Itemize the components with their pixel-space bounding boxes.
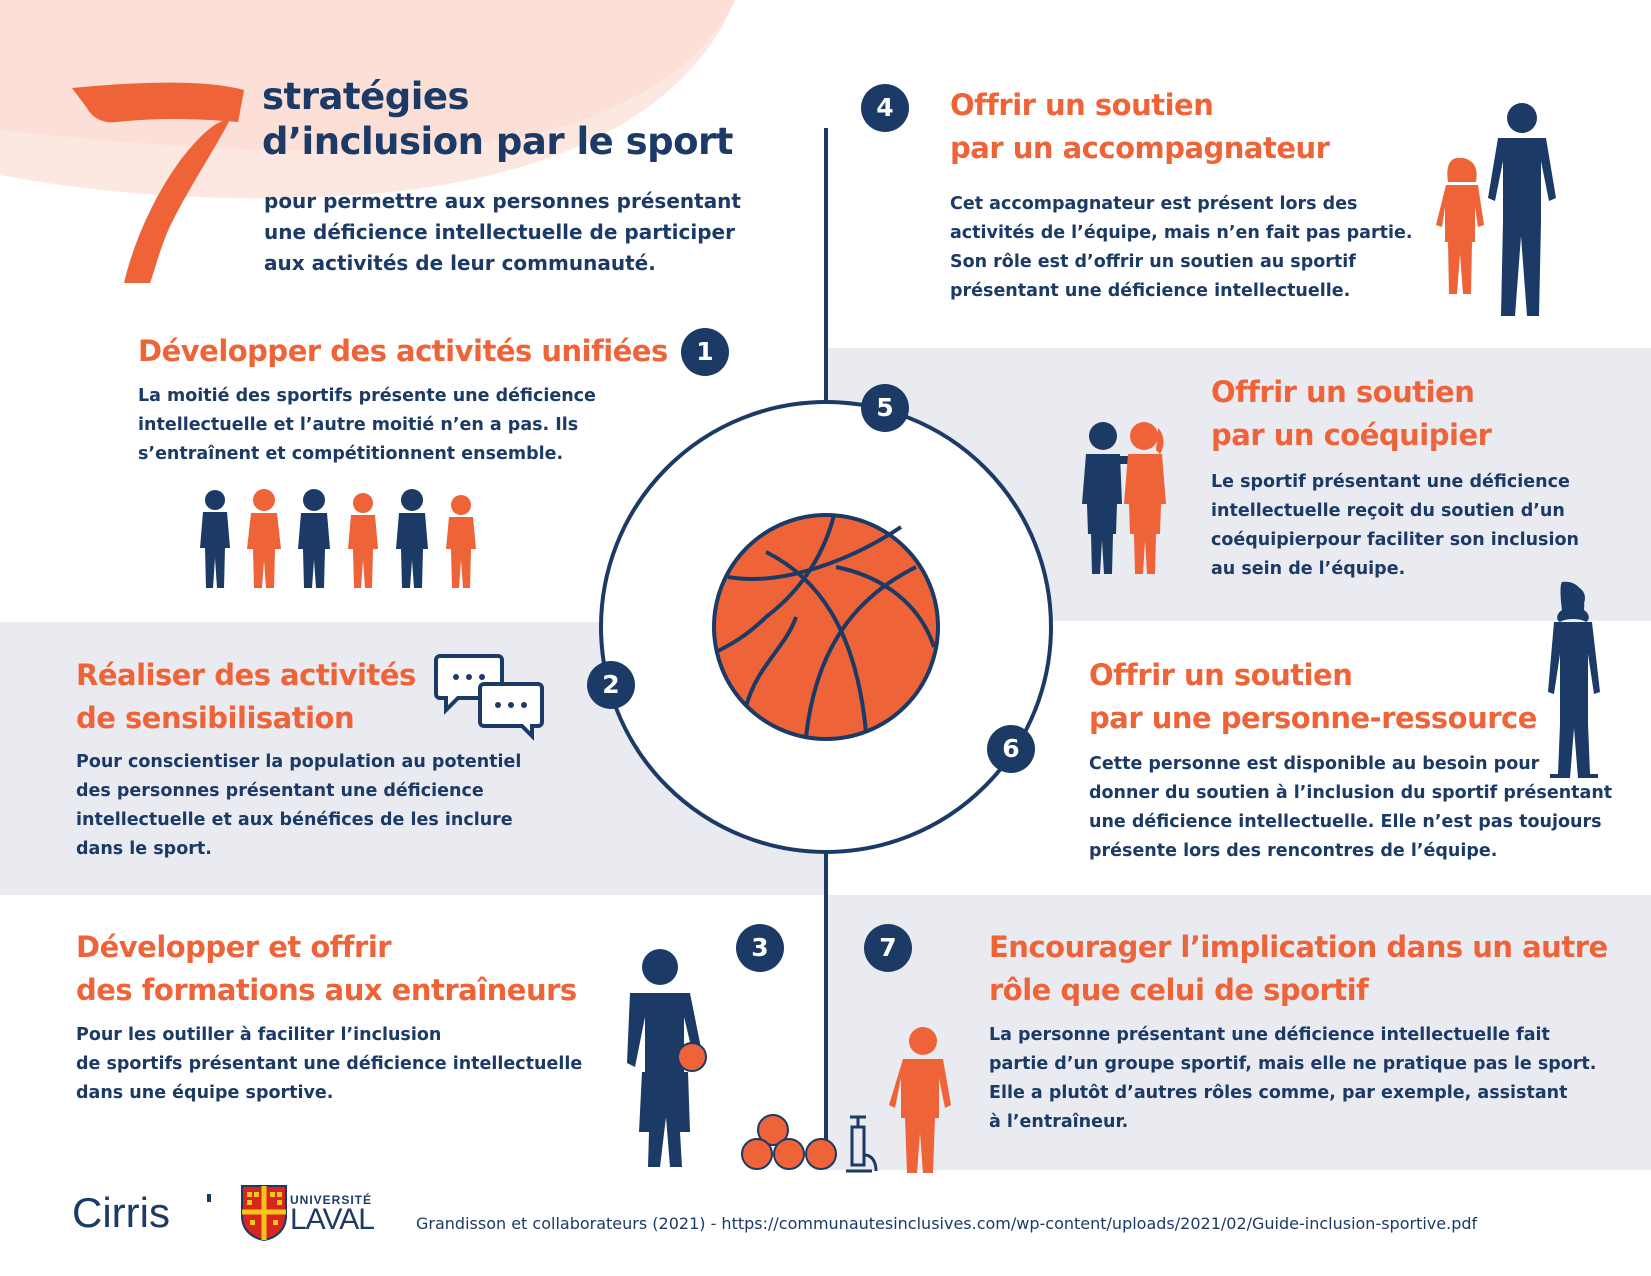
strategy-5-body-1: Le sportif présentant une déficience (1211, 472, 1570, 492)
strategy-4-body-3: Son rôle est d’offrir un soutien au spor… (950, 252, 1356, 272)
strategy-7-body-2: partie d’un groupe sportif, mais elle ne… (989, 1054, 1597, 1074)
strategy-6-body-1: Cette personne est disponible au besoin … (1089, 754, 1540, 774)
strategy-6-body-2: donner du soutien à l’inclusion du sport… (1089, 783, 1613, 803)
people-group-icon (200, 489, 476, 588)
strategy-7-number: 7 (864, 924, 912, 972)
strategy-1-body-1: La moitié des sportifs présente une défi… (138, 386, 596, 406)
child-icon (889, 1027, 951, 1173)
teammates-icon (1082, 422, 1166, 574)
strategy-2-body-3: intellectuelle et aux bénéfices de les i… (76, 810, 513, 830)
pump-icon (846, 1115, 878, 1173)
strategy-3-body-2: de sportifs présentant une déficience in… (76, 1054, 583, 1074)
strategy-3-body-3: dans une équipe sportive. (76, 1083, 334, 1103)
strategy-1-body-3: s’entraînent et compétitionnent ensemble… (138, 444, 564, 464)
center-line-top (824, 128, 828, 408)
citation-text: Grandisson et collaborateurs (2021) - ht… (416, 1214, 1478, 1233)
strategy-6-title-2: par une personne-ressource (1089, 701, 1537, 735)
subtitle-line-1: pour permettre aux personnes présentant (264, 189, 741, 213)
strategy-2-number: 2 (587, 661, 635, 709)
strategy-5-number: 5 (861, 384, 909, 432)
strategy-3-title-1: Développer et offrir (76, 930, 392, 964)
laval-crest-icon (241, 1185, 287, 1242)
strategy-3-title-2: des formations aux entraîneurs (76, 973, 577, 1007)
strategy-2-body-2: des personnes présentant une déficience (76, 781, 484, 801)
subtitle-line-3: aux activités de leur communauté. (264, 251, 656, 275)
strategy-3-number: 3 (736, 924, 784, 972)
balls-icon (741, 1114, 837, 1170)
speech-bubbles-icon (434, 654, 544, 741)
cirris-logo-mark (207, 1194, 211, 1202)
strategy-6-body-4: présente lors des rencontres de l’équipe… (1089, 841, 1498, 861)
strategy-2-title-1: Réaliser des activités (76, 658, 416, 692)
strategy-7-body-3: Elle a plutôt d’autres rôles comme, par … (989, 1083, 1568, 1103)
cirris-logo: Cirris (72, 1189, 170, 1236)
strategy-5-title-1: Offrir un soutien (1211, 375, 1475, 409)
strategy-3-body-1: Pour les outiller à faciliter l’inclusio… (76, 1025, 442, 1045)
strategy-7-title-1: Encourager l’implication dans un autre (989, 930, 1608, 964)
adult-child-icon (1436, 103, 1556, 316)
band-strategy-7 (826, 895, 1651, 1170)
strategy-7-title-2: rôle que celui de sportif (989, 973, 1369, 1007)
strategy-4-body-2: activités de l’équipe, mais n’en fait pa… (950, 223, 1413, 243)
strategy-7-body-4: à l’entraîneur. (989, 1112, 1129, 1132)
strategy-2-body-1: Pour conscientiser la population au pote… (76, 752, 522, 772)
center-line-bottom (824, 838, 828, 1168)
strategy-5-body-4: au sein de l’équipe. (1211, 559, 1406, 579)
strategy-1-number: 1 (681, 328, 729, 376)
title-line-1: stratégies (262, 75, 470, 118)
strategy-7-body-1: La personne présentant une déficience in… (989, 1025, 1550, 1045)
big-seven-graphic (72, 82, 244, 283)
strategy-4-body-1: Cet accompagnateur est présent lors des (950, 194, 1358, 214)
strategy-5-body-2: intellectuelle reçoit du soutien d’un (1211, 501, 1565, 521)
basketball-icon (712, 513, 940, 741)
strategy-2-body-4: dans le sport. (76, 839, 212, 859)
laval-name-label: LAVAL (290, 1203, 375, 1236)
strategy-4-title-1: Offrir un soutien (950, 88, 1214, 122)
strategy-5-title-2: par un coéquipier (1211, 418, 1492, 452)
strategy-2-title-2: de sensibilisation (76, 701, 355, 735)
strategy-5-body-3: coéquipierpour faciliter son inclusion (1211, 530, 1579, 550)
standing-woman-icon (1548, 581, 1600, 778)
strategy-6-number: 6 (987, 725, 1035, 773)
strategy-4-number: 4 (861, 84, 909, 132)
strategy-6-body-3: une déficience intellectuelle. Elle n’es… (1089, 812, 1602, 832)
strategy-4-body-4: présentant une déficience intellectuelle… (950, 281, 1351, 301)
strategy-6-title-1: Offrir un soutien (1089, 658, 1353, 692)
coach-icon (627, 949, 707, 1167)
strategy-4-title-2: par un accompagnateur (950, 131, 1330, 165)
laval-university-label: UNIVERSITÉ (290, 1193, 373, 1207)
strategy-1-body-2: intellectuelle et l’autre moitié n’en a … (138, 415, 579, 435)
strategy-1-title: Développer des activités unifiées (138, 334, 668, 368)
subtitle-line-2: une déficience intellectuelle de partici… (264, 220, 735, 244)
title-line-2: d’inclusion par le sport (262, 120, 733, 163)
